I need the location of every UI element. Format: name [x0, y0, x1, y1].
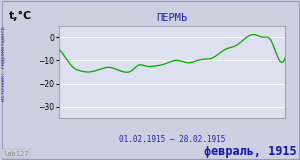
- Text: lab127: lab127: [3, 151, 29, 157]
- Text: февраль, 1915: февраль, 1915: [204, 145, 297, 158]
- Text: источник: гидрометцентр: источник: гидрометцентр: [2, 27, 7, 101]
- Text: 01.02.1915 – 28.02.1915: 01.02.1915 – 28.02.1915: [118, 135, 225, 144]
- Text: t,°C: t,°C: [9, 11, 32, 21]
- Title: ПЕРМЬ: ПЕРМЬ: [156, 13, 188, 23]
